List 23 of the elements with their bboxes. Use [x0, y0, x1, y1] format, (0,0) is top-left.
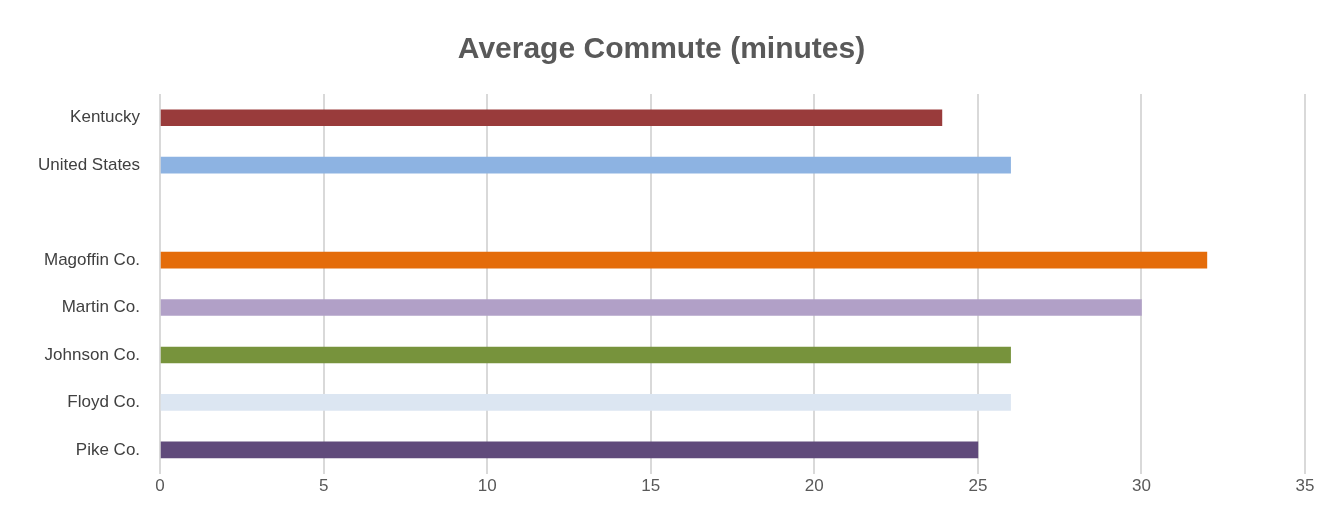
bar: [160, 251, 1208, 269]
y-tick-label: United States: [38, 154, 141, 174]
y-tick-label: Martin Co.: [61, 297, 141, 317]
bar: [160, 156, 1011, 174]
x-tick-label: 0: [155, 476, 165, 496]
bar: [160, 109, 943, 127]
x-tick-label: 35: [1295, 476, 1315, 496]
bar: [160, 299, 1142, 316]
x-tick-label: 5: [318, 476, 329, 496]
bar: [160, 441, 979, 459]
y-tick-label: Pike Co.: [75, 439, 141, 459]
y-tick-label: Magoffin Co.: [43, 249, 141, 269]
x-tick-label: 10: [477, 476, 497, 496]
y-tick-label: Floyd Co.: [67, 392, 141, 412]
x-tick-label: 15: [641, 476, 661, 496]
x-tick-label: 20: [804, 476, 824, 496]
x-tick-label: 30: [1131, 476, 1151, 496]
bar: [160, 346, 1011, 364]
bar: [160, 394, 1011, 411]
y-tick-label: Kentucky: [70, 107, 141, 127]
y-tick-label: Johnson Co.: [44, 344, 141, 364]
x-tick-label: 25: [968, 476, 988, 496]
chart-title: Average Commute (minutes): [457, 31, 866, 65]
